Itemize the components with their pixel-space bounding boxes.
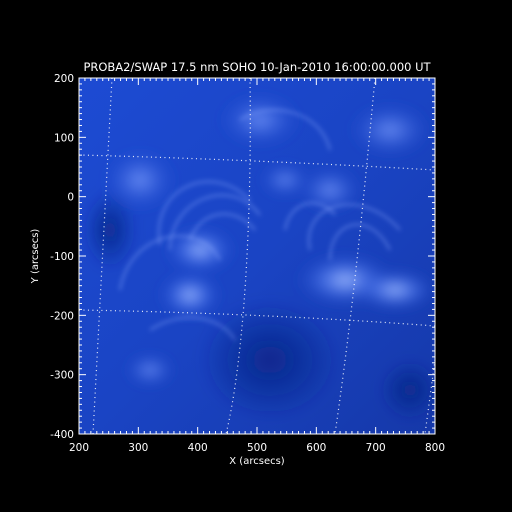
x-tick-label: 600 <box>306 442 326 454</box>
y-tick-label: -200 <box>50 310 74 322</box>
y-tick-label: 100 <box>54 132 74 144</box>
y-tick-label: -300 <box>50 370 74 382</box>
y-tick-labels: 200 100 0 -100 -200 -300 -400 <box>50 73 74 441</box>
y-tick-label: -100 <box>50 251 74 263</box>
x-tick-label: 400 <box>188 442 208 454</box>
y-axis-title: Y (arcsecs) <box>30 229 41 285</box>
x-tick-label: 300 <box>128 442 148 454</box>
axis-ticks <box>78 77 436 435</box>
x-tick-label: 800 <box>425 442 445 454</box>
x-tick-label: 200 <box>69 442 89 454</box>
figure-title: PROBA2/SWAP 17.5 nm SOHO 10-Jan-2010 16:… <box>83 60 431 74</box>
y-tick-label: 200 <box>54 73 74 85</box>
y-tick-label: 0 <box>67 192 74 204</box>
x-tick-label: 700 <box>366 442 386 454</box>
x-axis-title: X (arcsecs) <box>229 456 285 467</box>
y-tick-label: -400 <box>50 429 74 441</box>
solar-euv-image <box>79 78 435 434</box>
x-tick-label: 500 <box>247 442 267 454</box>
x-tick-labels: 200 300 400 500 600 700 800 <box>69 442 445 454</box>
heliographic-grid-overlay <box>79 78 435 434</box>
